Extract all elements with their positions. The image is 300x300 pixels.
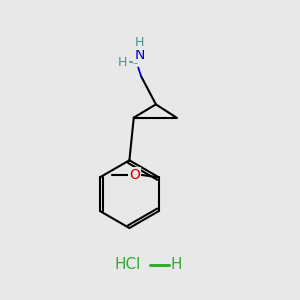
- Text: H: H: [135, 36, 144, 49]
- Text: H: H: [171, 257, 182, 272]
- Text: O: O: [129, 168, 140, 182]
- Text: HCl: HCl: [115, 257, 141, 272]
- Text: H: H: [118, 56, 128, 69]
- Text: N: N: [134, 48, 145, 62]
